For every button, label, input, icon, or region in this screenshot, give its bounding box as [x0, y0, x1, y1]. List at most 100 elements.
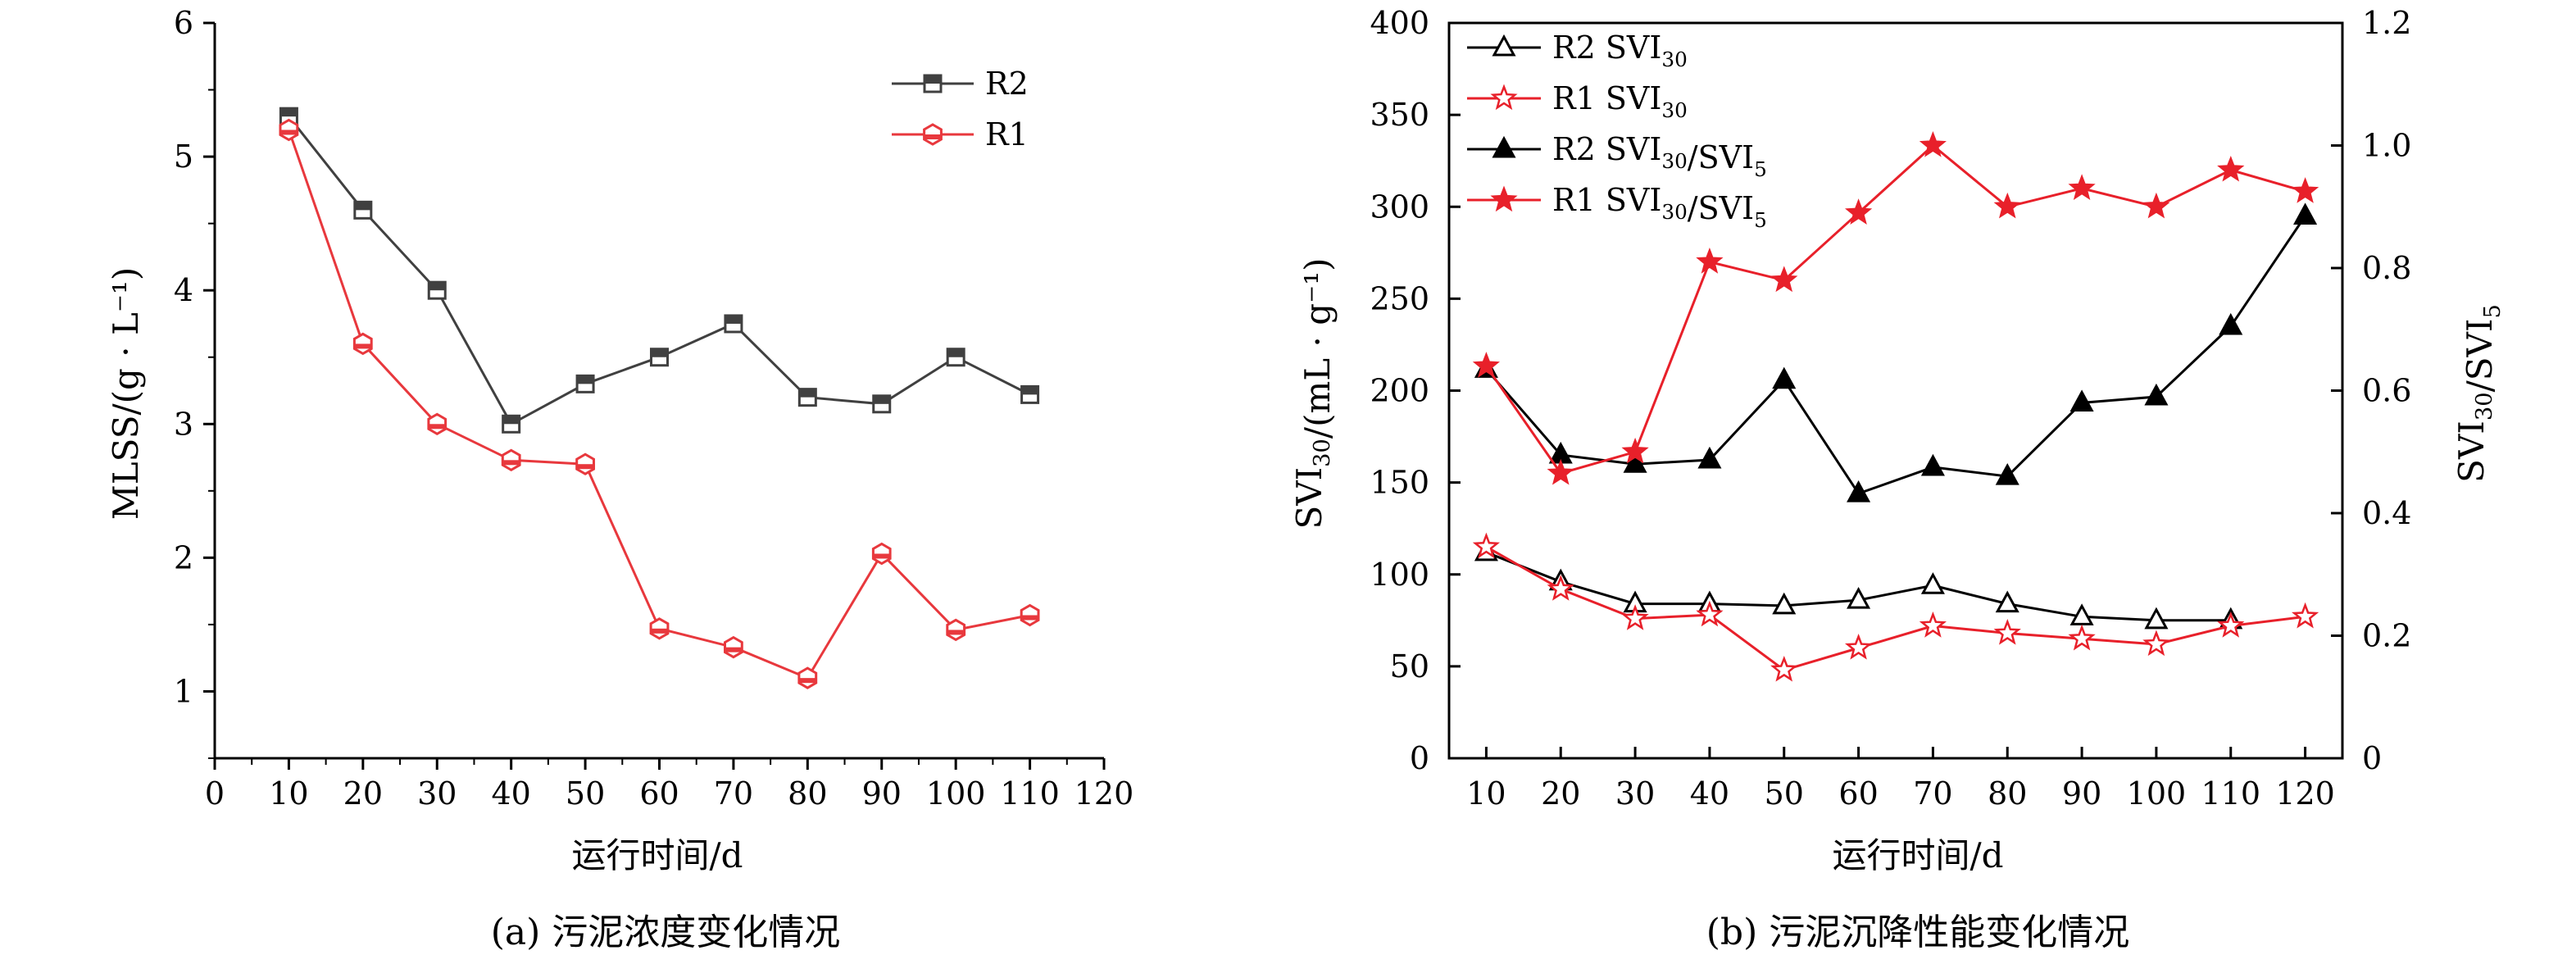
- panel-b-x-tick-label: 70: [1913, 775, 1952, 812]
- panel-b-y-tick-label: 350: [1370, 97, 1429, 133]
- panel-b-x-axis-label: 运行时间/d: [1832, 835, 2003, 875]
- panel-a-point-r2: [353, 200, 373, 220]
- panel-a-x-tick-label: 60: [639, 775, 679, 812]
- panel-b-point-1: [1696, 600, 1724, 627]
- panel-b-point-1: [2291, 602, 2319, 629]
- panel-b-y2-tick-label: 1.2: [2362, 5, 2411, 41]
- panel-a-caption: (a) 污泥浓度变化情况: [491, 912, 841, 953]
- panel-b-point-2: [1995, 463, 2019, 485]
- panel-b-x-tick-label: 60: [1838, 775, 1878, 812]
- panel-b-y-tick-label: 300: [1370, 189, 1429, 225]
- panel-a-legend-marker: [923, 123, 943, 146]
- panel-b-legend-marker: [1490, 185, 1518, 212]
- panel-a-x-tick-label: 120: [1074, 775, 1134, 812]
- panel-b-series-line-2: [1485, 215, 2306, 495]
- panel-b-point-3: [1472, 352, 1500, 378]
- panel-b-point-3: [2217, 155, 2245, 182]
- panel-b-tick-labels: 10 20 30 40 50 60 70 80 90 100 110 120 0 50 100 150 200 2…: [1370, 5, 2411, 812]
- panel-a-x-tick-label: 30: [417, 775, 457, 812]
- panel-b-point-2: [2219, 312, 2243, 335]
- panel-b-x-tick-label: 30: [1615, 775, 1655, 812]
- panel-b-y-tick-label: 400: [1370, 5, 1429, 41]
- panel-a-legend-label: R2: [985, 66, 1029, 102]
- panel-a-point-r2: [797, 388, 817, 407]
- panel-a-point-r1: [797, 666, 818, 689]
- panel-a-point-r2: [575, 374, 595, 393]
- panel-a-x-axis-label: 运行时间/d: [571, 835, 743, 875]
- panel-a-axes: [203, 21, 1106, 770]
- panel-b-x-tick-label: 50: [1765, 775, 1804, 812]
- panel-b-point-0: [2144, 607, 2169, 630]
- panel-b-series-line-3: [1485, 143, 2306, 475]
- panel-a-point-r2: [1020, 384, 1040, 404]
- panel-b-y-axis-label: SVI30/(mL · g⁻¹): [1289, 257, 1338, 529]
- panel-b-point-2: [1623, 451, 1647, 473]
- svg-text:SVI30/SVI5: SVI30/SVI5: [2451, 304, 2506, 483]
- panel-b-point-3: [1621, 437, 1649, 464]
- panel-a-point-r2: [650, 348, 669, 367]
- panel-b-y2-tick-label: 0: [2362, 740, 2382, 776]
- panel-b-y-tick-label: 100: [1370, 557, 1429, 593]
- panel-a-tick-labels: 0 10 20 30 40 50 60 70 80 90 100 110 120 1 2 3 4 5 6: [174, 5, 1134, 812]
- panel-a-x-tick-label: 50: [566, 775, 605, 812]
- panel-a-y-tick-label: 3: [174, 406, 193, 442]
- panel-b-point-1: [1919, 611, 1947, 638]
- panel-b-y-tick-label: 0: [1410, 740, 1429, 776]
- panel-b-legend-marker: [1490, 84, 1518, 111]
- panel-a-point-r2: [872, 394, 892, 414]
- panel-a-series-line-r1: [287, 130, 1030, 680]
- panel-b-y-tick-label: 50: [1390, 648, 1429, 684]
- panel-a-x-tick-label: 80: [788, 775, 827, 812]
- panel-b-x-tick-label: 10: [1466, 775, 1506, 812]
- panel-b-legend-marker: [1492, 135, 1516, 158]
- panel-b-point-3: [1770, 266, 1798, 293]
- panel-a-point-r2: [724, 314, 743, 334]
- panel-b-point-0: [1995, 590, 2019, 613]
- panel-a-y-tick-label: 4: [174, 272, 193, 308]
- panel-b-chart: 10 20 30 40 50 60 70 80 90 100 110 120 0 50 100 150 200 2…: [1289, 5, 2506, 953]
- panel-b-x-tick-label: 40: [1690, 775, 1729, 812]
- panel-b-axes: [1447, 21, 2344, 760]
- panel-b-y2-tick-label: 0.2: [2362, 618, 2411, 654]
- panel-a-point-r1: [871, 542, 892, 566]
- panel-a-legend-marker: [923, 74, 943, 93]
- panel-b-x-tick-label: 90: [2062, 775, 2101, 812]
- panel-b-x-tick-label: 20: [1541, 775, 1580, 812]
- svg-text:SVI30/(mL · g⁻¹): SVI30/(mL · g⁻¹): [1289, 257, 1338, 529]
- panel-b-y-tick-label: 250: [1370, 280, 1429, 316]
- panel-b-legend-label: R1 SVI30: [1552, 80, 1688, 122]
- panel-b-point-1: [1844, 634, 1873, 660]
- panel-a-series: [279, 107, 1040, 689]
- panel-b-point-3: [1547, 458, 1574, 485]
- panel-b-y-tick-label: 200: [1370, 373, 1429, 409]
- panel-b-point-3: [1993, 192, 2021, 219]
- panel-a-x-tick-label: 10: [269, 775, 308, 812]
- panel-b-series-line-1: [1485, 545, 2306, 672]
- panel-b-point-2: [2144, 383, 2169, 406]
- panel-b-legend-label: R2 SVI30: [1552, 30, 1688, 71]
- panel-a-point-r2: [427, 280, 447, 300]
- panel-a-point-r2: [502, 414, 521, 434]
- panel-a-x-tick-label: 0: [205, 775, 225, 812]
- panel-a-point-r1: [1020, 603, 1040, 627]
- panel-b-point-0: [1920, 572, 1945, 594]
- panel-b-y2-axis-label: SVI30/SVI5: [2451, 304, 2506, 483]
- panel-a-x-tick-label: 110: [1000, 775, 1060, 812]
- panel-b-point-1: [1770, 655, 1798, 682]
- panel-b-y-tick-label: 150: [1370, 465, 1429, 501]
- panel-b-x-tick-label: 80: [1988, 775, 2027, 812]
- panel-b-legend-label: R1 SVI30/SVI5: [1552, 182, 1767, 232]
- panel-b-y2-tick-label: 0.8: [2362, 250, 2411, 286]
- panel-a-legend-label: R1: [985, 116, 1029, 152]
- panel-a-point-r2: [279, 107, 298, 126]
- panel-b-y2-tick-label: 0.4: [2362, 495, 2411, 531]
- panel-b-point-0: [2069, 603, 2094, 625]
- panel-a-point-r1: [575, 452, 595, 475]
- panel-a-point-r1: [946, 618, 966, 642]
- panel-b-point-3: [2291, 177, 2319, 203]
- panel-b-x-tick-label: 100: [2127, 775, 2187, 812]
- panel-b-legend-label: R2 SVI30/SVI5: [1552, 131, 1767, 181]
